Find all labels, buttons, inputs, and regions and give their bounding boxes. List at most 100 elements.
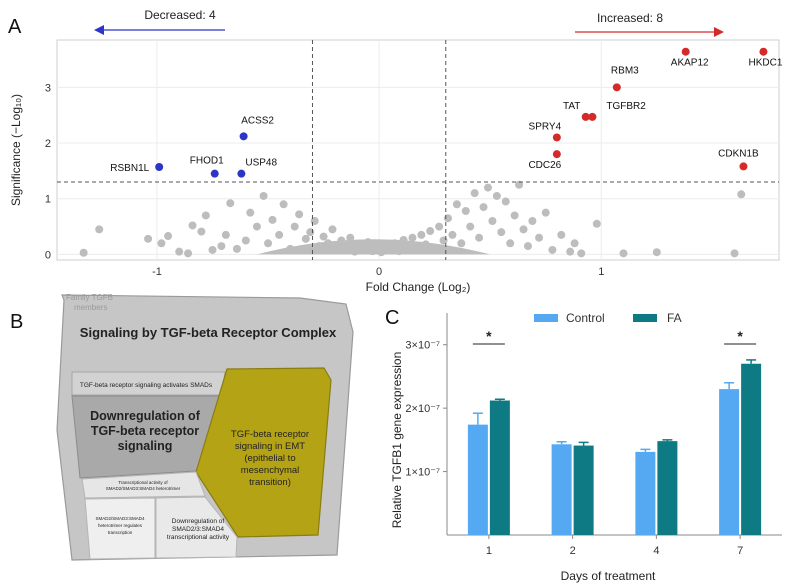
volcano-y-tick-label: 2 (45, 138, 51, 150)
treemap-cell-downregulation-line-1: Downregulation of (90, 409, 201, 423)
treemap-corner-text-1: Family TGFB (66, 293, 113, 302)
volcano-background-point (252, 222, 261, 231)
treemap-cell-smad-line-1: Downregulation of (172, 518, 225, 525)
volcano-background-point (319, 232, 328, 241)
volcano-background-point (479, 203, 488, 212)
volcano-background-point (492, 191, 501, 200)
bar-chart-y-ticks: 1×10⁻⁷ 2×10⁻⁷ 3×10⁻⁷ (405, 340, 447, 479)
volcano-background-point (461, 206, 470, 215)
volcano-background-point (506, 239, 515, 248)
volcano-background-point (290, 222, 299, 231)
volcano-label-rsbn1l: RSBN1L (110, 163, 149, 174)
volcano-background-point (208, 245, 217, 254)
volcano-label-rbm3: RBM3 (611, 65, 639, 76)
volcano-background-point (566, 247, 575, 256)
volcano-background-point (557, 230, 566, 239)
treemap-cell-downregulation-smad (155, 496, 238, 559)
bar-chart-y-axis-title: Relative TGFB1 gene expression (390, 352, 404, 529)
treemap-cell-smad-line-2: SMAD2/3:SMAD4 (172, 526, 224, 533)
volcano-background-point (79, 248, 88, 257)
volcano-background-point (737, 190, 746, 199)
volcano-threshold-lines (57, 40, 779, 260)
volcano-background-point (548, 245, 557, 254)
volcano-background-point (197, 227, 206, 236)
volcano-background-point (570, 239, 579, 248)
volcano-label-tgfbr2: TGFBR2 (606, 101, 646, 112)
volcano-plot: RSBN1L FHOD1 USP48 ACSS2 SPRY4 CDC26 TAT TGFBR2… (9, 8, 783, 294)
volcano-background-point (435, 222, 444, 231)
volcano-background-point (268, 215, 277, 224)
bar-chart-x-ticks: 1 2 4 7 (486, 535, 743, 557)
bar-control-day-4 (635, 451, 656, 535)
treemap-cell-heterotrimer (84, 497, 156, 560)
treemap-corner-text-2: members (74, 303, 107, 312)
volcano-background-point (619, 249, 628, 258)
volcano-background-point (652, 248, 661, 257)
volcano-point-acss2 (239, 132, 248, 141)
volcano-label-hkdc1: HKDC1 (748, 58, 782, 69)
bar-chart-x-tick-label: 2 (570, 545, 576, 557)
volcano-background-point (443, 214, 452, 223)
volcano-label-cdc26: CDC26 (528, 160, 561, 171)
volcano-y-axis-title: Significance (−Log₁₀) (9, 94, 23, 206)
volcano-point-akap12 (681, 47, 690, 56)
volcano-point-spry4 (552, 133, 561, 142)
treemap-cell-activates-smads-label: TGF-beta receptor signaling activates SM… (80, 382, 213, 389)
bar-chart-bars (467, 363, 762, 535)
treemap-cell-emt-line-5: transition) (249, 477, 291, 488)
volcano-background-point (201, 211, 210, 220)
legend-label-control: Control (566, 311, 605, 325)
bar-chart-x-tick-label: 1 (486, 545, 492, 557)
volcano-point-tat (581, 112, 590, 121)
panel-letter-a: A (8, 16, 22, 38)
volcano-background-point (408, 233, 417, 242)
volcano-background-point (488, 217, 497, 226)
volcano-background-point (452, 200, 461, 209)
volcano-point-tgfbr2 (588, 112, 597, 121)
volcano-background-point (241, 236, 250, 245)
volcano-background-point (184, 249, 193, 258)
volcano-x-axis-title: Fold Change (Log₂) (366, 280, 471, 294)
volcano-background-point (439, 236, 448, 245)
volcano-background-point (457, 239, 466, 248)
bar-fa-day-2 (573, 445, 594, 535)
treemap-cell-heterotrimer-line-2: heterotrimer regulates (98, 523, 143, 528)
bar-chart-x-tick-label: 7 (737, 545, 743, 557)
volcano-label-cdkn1b: CDKN1B (718, 148, 759, 159)
volcano-background-point (426, 227, 435, 236)
volcano-background-point (346, 233, 355, 242)
treemap-cell-transcriptional-line-2: SMAD2/SMAD3:SMAD4 heterotrimer (106, 486, 181, 491)
bar-chart-y-tick-label: 1×10⁻⁷ (405, 467, 440, 479)
volcano-label-tat: TAT (563, 101, 580, 112)
volcano-background-point (279, 200, 288, 209)
volcano-point-hkdc1 (759, 47, 768, 56)
volcano-plot-frame (56, 39, 780, 261)
volcano-gene-labels: RSBN1L FHOD1 USP48 ACSS2 SPRY4 CDC26 TAT TGFBR2… (110, 58, 783, 174)
volcano-background-point (470, 189, 479, 198)
treemap-cell-downregulation-line-2: TGF-beta receptor (91, 424, 199, 438)
volcano-point-rsbn1l (155, 162, 164, 171)
volcano-background-point (541, 208, 550, 217)
bar-chart-y-tick-label: 2×10⁻⁷ (405, 403, 440, 415)
volcano-point-rbm3 (612, 83, 621, 92)
volcano-x-tick-label: 0 (376, 266, 382, 278)
volcano-background-point (523, 242, 532, 251)
treemap-cell-emt-line-3: (epithelial to (244, 453, 295, 464)
bar-fa-day-7 (741, 363, 762, 535)
significance-mark-day-1: * (486, 328, 492, 344)
volcano-background-point (577, 249, 586, 258)
volcano-dense-cluster (256, 239, 491, 255)
volcano-point-fhod1 (210, 169, 219, 178)
volcano-point-cdc26 (552, 150, 561, 159)
volcano-significant-points (155, 47, 768, 178)
bar-chart-y-tick-label: 3×10⁻⁷ (405, 340, 440, 352)
volcano-background-point (730, 249, 739, 258)
volcano-background-point (144, 234, 153, 243)
volcano-background-point (466, 222, 475, 231)
volcano-background-point (221, 230, 230, 239)
volcano-y-tick-label: 3 (45, 82, 51, 94)
volcano-background-point (175, 247, 184, 256)
volcano-background-point (535, 233, 544, 242)
treemap-cell-emt-line-1: TGF-beta receptor (231, 429, 309, 440)
volcano-y-tick-label: 0 (45, 249, 51, 261)
